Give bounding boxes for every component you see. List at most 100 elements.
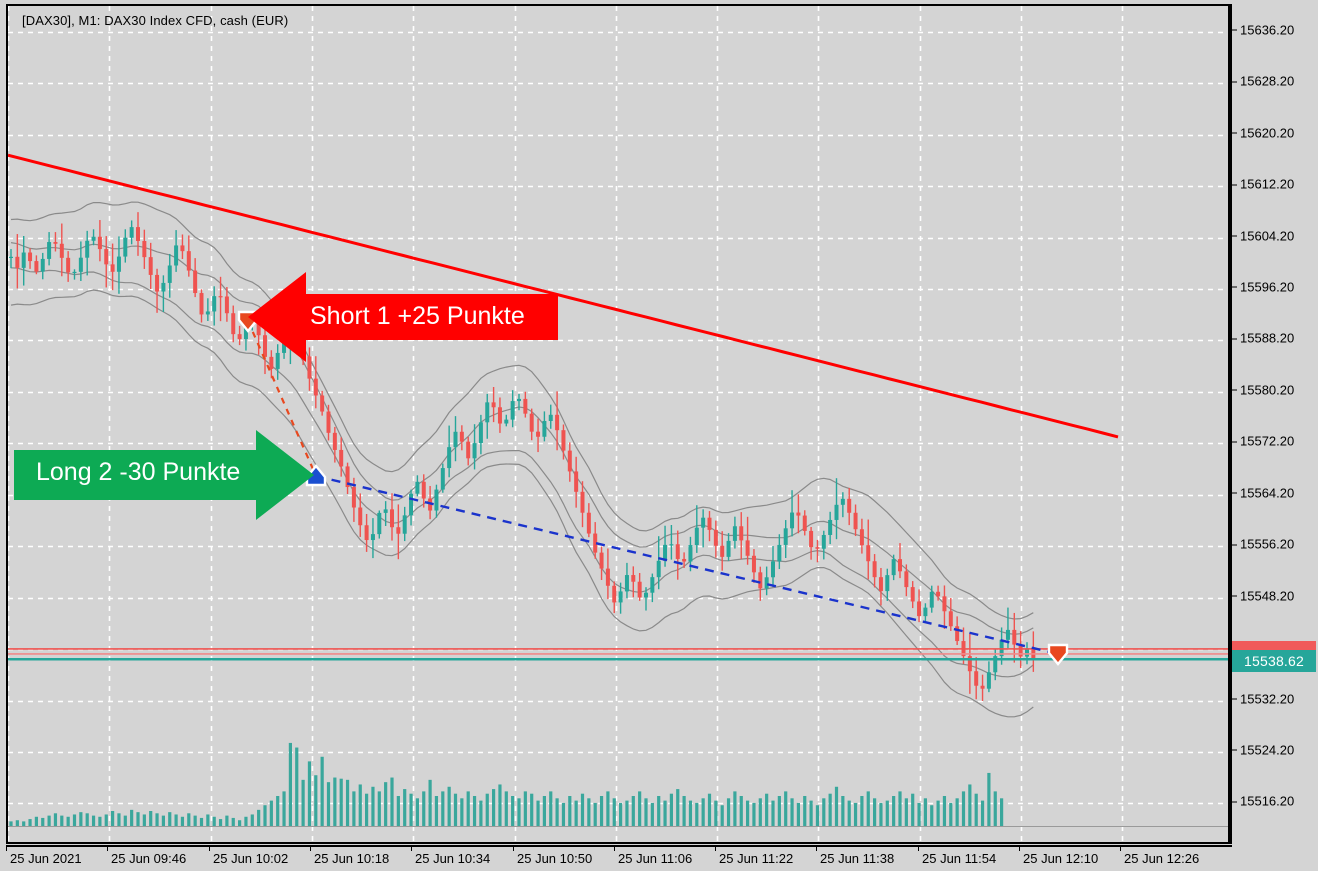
chart-plot-area[interactable]: [DAX30], M1: DAX30 Index CFD, cash (EUR) bbox=[6, 4, 1230, 844]
candle-body bbox=[548, 414, 553, 421]
volume-bar bbox=[9, 821, 13, 826]
candle-body bbox=[726, 540, 731, 557]
candle-body bbox=[872, 561, 877, 578]
candle-body bbox=[821, 534, 826, 549]
volume-bar bbox=[72, 814, 77, 826]
candle-body bbox=[593, 533, 598, 553]
volume-bar bbox=[263, 805, 267, 826]
candle-body bbox=[612, 585, 617, 603]
price-axis-tick: 15636.20 bbox=[1230, 22, 1294, 37]
candle-body bbox=[174, 245, 179, 266]
candle-body bbox=[974, 671, 979, 686]
price-axis[interactable]: 15636.20 15628.20 15620.20 15612.20 15604.20… bbox=[1230, 0, 1318, 845]
candle-body bbox=[224, 296, 229, 314]
sell-arrow-icon bbox=[1047, 643, 1069, 666]
axis-tick-mark bbox=[1120, 845, 1121, 851]
candle-body bbox=[40, 258, 45, 272]
volume-bar bbox=[657, 796, 661, 826]
candle-body bbox=[47, 242, 52, 259]
candle-body bbox=[351, 487, 356, 508]
candle-body bbox=[155, 274, 160, 292]
candle-body bbox=[237, 334, 242, 340]
price-axis-tick-label: 15564.20 bbox=[1240, 485, 1295, 501]
volume-bar bbox=[625, 800, 629, 826]
volume-bar bbox=[403, 789, 407, 826]
time-axis[interactable]: 25 Jun 2021 25 Jun 09:46 25 Jun 10:02 25 Ju… bbox=[6, 845, 1232, 871]
candle-body bbox=[91, 236, 96, 241]
candle-body bbox=[15, 256, 20, 268]
candle-body bbox=[624, 575, 629, 592]
candle-body bbox=[517, 398, 521, 402]
volume-bar bbox=[714, 800, 718, 826]
volume-bar bbox=[492, 789, 496, 826]
candle-body bbox=[853, 512, 858, 530]
candle-body bbox=[53, 242, 58, 244]
volume-bar bbox=[568, 796, 572, 826]
volume-bar bbox=[104, 814, 108, 826]
volume-bar bbox=[923, 798, 927, 826]
volume-bar bbox=[314, 775, 318, 826]
volume-bar bbox=[276, 796, 280, 826]
candle-body bbox=[529, 413, 534, 432]
short-trade-callout: Short 1 +25 Punkte bbox=[248, 268, 558, 366]
volume-bar bbox=[892, 796, 896, 826]
volume-bar bbox=[460, 798, 464, 826]
time-axis-tick-label: 25 Jun 09:46 bbox=[111, 851, 187, 866]
price-axis-tick: 15588.20 bbox=[1230, 331, 1294, 346]
axis-tick-mark bbox=[411, 845, 412, 851]
volume-bar bbox=[269, 800, 273, 826]
candle-body bbox=[110, 264, 115, 272]
volume-bar bbox=[593, 802, 597, 826]
long-arrow-polygon bbox=[14, 430, 314, 520]
volume-bar bbox=[238, 820, 242, 826]
candle-body bbox=[688, 545, 693, 562]
price-axis-tick-label: 15516.20 bbox=[1240, 793, 1295, 809]
volume-bar bbox=[987, 772, 991, 826]
price-axis-tick: 15604.20 bbox=[1230, 228, 1294, 243]
volume-bar bbox=[422, 791, 426, 826]
candle-body bbox=[840, 498, 845, 505]
time-axis-tick: 25 Jun 10:50 bbox=[513, 845, 592, 866]
volume-bar bbox=[41, 817, 45, 826]
candle-body bbox=[231, 313, 236, 335]
volume-bar bbox=[377, 791, 381, 826]
price-axis-tick-label: 15588.20 bbox=[1240, 330, 1295, 346]
volume-bar bbox=[587, 798, 591, 826]
volume-bar bbox=[796, 802, 800, 826]
volume-bar bbox=[834, 786, 839, 826]
axis-tick-mark bbox=[715, 845, 716, 851]
candle-body bbox=[802, 515, 807, 531]
volume-bar bbox=[206, 814, 210, 826]
candle-body bbox=[453, 431, 458, 448]
axis-tick-mark bbox=[1230, 698, 1237, 700]
candle-body bbox=[116, 256, 121, 272]
candle-body bbox=[675, 544, 680, 559]
candle-body bbox=[656, 560, 661, 578]
candle-body bbox=[358, 507, 363, 526]
candle-body bbox=[580, 491, 585, 513]
price-axis-tick-label: 15604.20 bbox=[1240, 228, 1295, 243]
volume-bar bbox=[225, 815, 229, 826]
axis-tick-mark bbox=[1019, 845, 1020, 851]
candle-body bbox=[491, 402, 496, 408]
current-price-lines bbox=[8, 648, 1228, 661]
axis-tick-mark bbox=[1230, 81, 1237, 83]
candle-body bbox=[72, 271, 77, 274]
volume-bar bbox=[390, 777, 394, 826]
price-axis-rule bbox=[1230, 4, 1232, 844]
candle-body bbox=[466, 441, 471, 459]
price-axis-tick: 15596.20 bbox=[1230, 279, 1294, 294]
volume-bar bbox=[885, 800, 889, 826]
time-axis-tick-label: 25 Jun 12:26 bbox=[1124, 851, 1200, 866]
candle-body bbox=[891, 559, 896, 576]
candle-body bbox=[739, 526, 744, 541]
volume-bar bbox=[669, 793, 673, 826]
candle-body bbox=[644, 592, 648, 598]
candle-body bbox=[148, 257, 153, 275]
volume-bar bbox=[968, 784, 972, 826]
candle-body bbox=[193, 270, 198, 294]
volume-bar bbox=[136, 812, 140, 826]
volume-bar bbox=[257, 809, 261, 826]
volume-bar bbox=[936, 800, 940, 826]
